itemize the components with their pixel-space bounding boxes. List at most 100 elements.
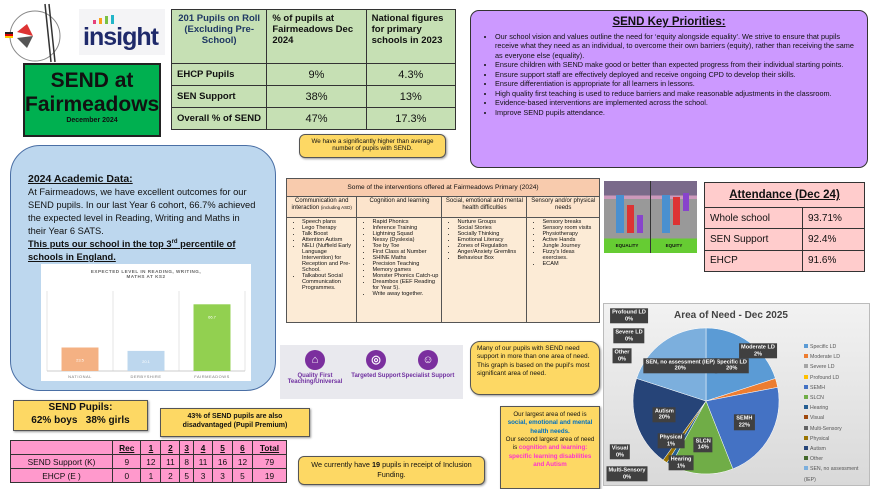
intervention-item: Monster Phonics Catch-up — [372, 273, 440, 279]
intervention-item: Nurture Groups — [457, 219, 525, 225]
pie-data-label: Visual 0% — [609, 444, 631, 460]
legend-item: Severe LD — [804, 362, 869, 372]
cell: 3 — [192, 468, 214, 483]
pie-title: Area of Need - Dec 2025 — [674, 310, 788, 321]
priorities-title: SEND Key Priorities: — [612, 16, 726, 28]
pie-data-label: Specific LD 20% — [714, 357, 749, 374]
intervention-item: Jungle Journey — [542, 243, 598, 249]
highlight-text: percentile of schools in England. — [28, 238, 236, 262]
legend-swatch — [804, 415, 808, 420]
pie-legend: Specific LD Moderate LD Severe LD Profound … — [804, 342, 869, 485]
title-box: SEND at Fairmeadows December 2024 — [23, 63, 161, 137]
pie-data-label: SLCN 14% — [693, 437, 713, 453]
academic-highlight: This puts our school in the top 3rd perc… — [28, 238, 260, 264]
multiple-needs-callout: Many of our pupils with SEND need suppor… — [470, 341, 600, 395]
header-cell: 5 — [212, 440, 234, 455]
slice-value: 0% — [615, 452, 625, 458]
legend-label: Autism — [810, 446, 826, 453]
slice-name: Specific LD — [716, 358, 747, 365]
intervention-item: Sensory breaks — [542, 219, 598, 225]
tier-specialist: ☺ Specialist Support — [398, 350, 458, 379]
header-cell: 3 — [179, 440, 194, 455]
cell: 38% — [266, 85, 367, 108]
intervention-list: Sensory breaksSensory room visitsPhysiot… — [528, 219, 598, 267]
legend-item: SEMH — [804, 383, 869, 393]
legend-item: Autism — [804, 444, 869, 454]
table-row: Overall % of SEND 47% 17.3% — [170, 107, 457, 130]
row-label: SEN Support — [170, 85, 268, 108]
tier-targeted: ◎ Targeted Support — [346, 350, 406, 379]
priority-item: Our school vision and values outline the… — [495, 32, 859, 60]
bar-national — [61, 347, 99, 371]
header-cell: Total — [251, 440, 288, 455]
attendance-table: Attendance (Dec 24) Whole school 93.71% S… — [704, 181, 865, 273]
intervention-item: Attention Autism — [302, 237, 355, 243]
slice-name: SEMH — [736, 415, 753, 422]
intervention-item: First Class at Number — [372, 249, 440, 255]
table-row: EHCP (E ) 0 1 2 5 3 3 5 19 — [9, 468, 288, 483]
tier-label: Targeted Support — [351, 373, 401, 379]
bar-category-label: FAIRMEADOWS — [194, 374, 230, 379]
row-label: SEND Support (K) — [9, 454, 114, 469]
slice-name: Severe LD — [615, 329, 643, 336]
intervention-item: Socially Thinking — [457, 231, 525, 237]
cell: 1 — [140, 468, 162, 483]
intervention-item: SHINE Maths — [372, 255, 440, 261]
category-label: Communication and interaction — [291, 198, 349, 211]
legend-item: Multi-Sensory — [804, 424, 869, 434]
table-row: Whole school 93.71% — [704, 207, 865, 230]
bar-value-label: 20.1 — [142, 359, 151, 364]
legend-swatch — [804, 435, 808, 440]
header-cell: 201 Pupils on Roll (Excluding Pre-School… — [170, 9, 268, 64]
table-header-row: Rec 1 2 3 4 5 6 Total — [9, 440, 288, 455]
cell: 4.3% — [365, 63, 457, 86]
slice-name: Visual — [611, 445, 629, 452]
pie-data-label: SEMH 22% — [734, 414, 755, 430]
cell: 9% — [266, 63, 367, 86]
category-label: Cognition and learning — [369, 198, 430, 204]
row-label: EHCP Pupils — [170, 63, 268, 86]
legend-label: SEN, no assessment (IEP) — [804, 466, 859, 483]
intervention-item: Behaviour Box — [457, 255, 525, 261]
ks2-bar-chart: EXPECTED LEVEL IN READING, WRITING, MATH… — [41, 264, 251, 381]
slice-value: 0% — [622, 474, 632, 480]
table-row: SEN Support 92.4% — [704, 228, 865, 251]
intervention-item: Lightning Squad — [372, 231, 440, 237]
gender-text: 62% boys 38% girls — [31, 415, 130, 426]
pie-data-label: Moderate LD 2% — [739, 343, 777, 359]
legend-item: SLCN — [804, 393, 869, 403]
callout-text: pupils in receipt of Inclusion Funding. — [377, 460, 472, 480]
legend-label: Hearing — [810, 405, 829, 412]
slice-value: 20% — [726, 365, 738, 372]
intervention-list: Nurture GroupsSocial StoriesSocially Thi… — [443, 219, 525, 261]
pie-data-label: SEN, no assessment (IEP) 20% — [643, 357, 717, 374]
title-line-1: SEND at — [50, 69, 134, 92]
tier-label: Specialist Support — [401, 373, 455, 379]
cell: 47% — [266, 107, 367, 130]
category-label: Social, emotional and mental health diff… — [445, 198, 523, 211]
title-line-2: Fairmeadows — [25, 93, 160, 117]
cell: 5 — [232, 468, 253, 483]
inclusion-funding-callout: We currently have 19 pupils in receipt o… — [298, 456, 485, 485]
callout-text: Our second largest area of need is — [505, 436, 595, 452]
insight-logo-bars — [93, 15, 143, 24]
equity-label: EQUITY — [665, 243, 683, 248]
header-cell: 4 — [192, 440, 214, 455]
intervention-list: Rapid PhonicsInference TrainingLightning… — [358, 219, 440, 297]
legend-swatch — [804, 354, 808, 359]
priority-item: Ensure differentiation is appropriate fo… — [495, 79, 859, 88]
equality-label: EQUALITY — [615, 243, 639, 248]
legend-swatch — [804, 446, 808, 451]
intervention-column: Rapid PhonicsInference TrainingLightning… — [356, 216, 443, 324]
slice-value: 2% — [753, 351, 763, 357]
category-note: (including ASD) — [320, 204, 352, 210]
intervention-column: Speech plansLego TherapyTalk BoostAttent… — [285, 216, 358, 324]
slice-value: 20% — [658, 414, 670, 421]
intervention-category: Social, emotional and mental health diff… — [441, 196, 528, 218]
interventions-table: Some of the interventions offered at Fai… — [285, 178, 600, 324]
legend-swatch — [804, 425, 808, 430]
priority-item: Ensure children with SEND make good or b… — [495, 60, 859, 69]
bar-value-label: 23.5 — [76, 357, 85, 362]
academic-title: 2024 Academic Data: — [28, 173, 133, 185]
intervention-item: Fizzy's Ideas exercises. — [542, 249, 598, 261]
